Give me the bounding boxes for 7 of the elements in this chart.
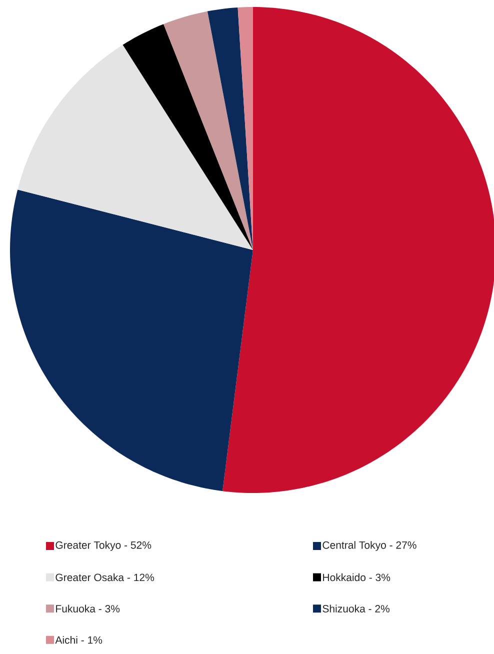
legend-label: Greater Osaka - 12% [56, 573, 154, 582]
legend-label: Fukuoka - 3% [56, 604, 120, 612]
legend-label: Shizuoka - 2% [322, 604, 390, 612]
legend-label: Central Tokyo - 27% [322, 541, 416, 551]
legend-label: Greater Tokyo - 52% [56, 541, 152, 551]
legend-label: Aichi - 1% [55, 636, 102, 644]
legend-label: Hokkaido - 3% [323, 573, 390, 582]
